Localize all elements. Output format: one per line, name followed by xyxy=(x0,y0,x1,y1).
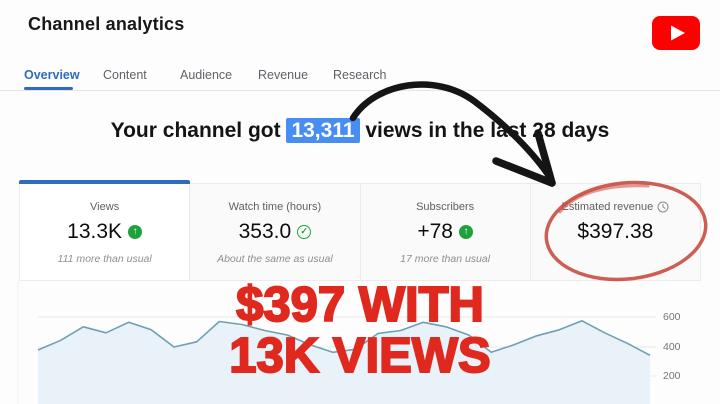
tab-bar: Overview Content Audience Revenue Resear… xyxy=(0,63,720,90)
meme-line-1: $397 WITH xyxy=(235,278,485,332)
watch-time-card-label: Watch time (hours) xyxy=(228,201,322,213)
views-chart xyxy=(17,281,656,404)
views-value: 13.3K xyxy=(67,220,123,243)
ytick-200: 200 xyxy=(663,370,681,382)
chart-area xyxy=(38,320,650,404)
ytick-400: 400 xyxy=(663,341,681,353)
active-tab-indicator xyxy=(24,87,73,90)
chart-line xyxy=(37,320,651,357)
subscribers-card-subtitle: 17 more than usual xyxy=(400,253,491,265)
estimated-revenue-value: $397.38 xyxy=(577,220,654,243)
check-circle-icon: ✓ xyxy=(297,225,312,239)
tab-overview[interactable]: Overview xyxy=(24,68,80,82)
tabs-divider xyxy=(0,90,720,91)
selected-card-indicator xyxy=(19,180,190,184)
youtube-logo[interactable] xyxy=(652,16,700,50)
headline-views-highlight: 13,311 xyxy=(286,118,360,143)
headline-suffix: views in the last 28 days xyxy=(359,119,610,142)
estimated-revenue-card[interactable]: Estimated revenue $397.38 xyxy=(529,184,700,280)
clock-icon xyxy=(657,201,669,213)
play-icon xyxy=(671,25,685,41)
subscribers-card[interactable]: Subscribers +78 ↑ 17 more than usual xyxy=(359,184,530,280)
tab-audience[interactable]: Audience xyxy=(180,68,233,82)
estimated-revenue-card-label: Estimated revenue xyxy=(561,201,654,213)
meme-overlay-text: $397 WITH 13K VIEWS xyxy=(0,278,720,383)
meme-line-2: 13K VIEWS xyxy=(228,329,491,383)
watch-time-value: 353.0 xyxy=(238,220,292,243)
subscribers-value: +78 xyxy=(417,220,453,243)
page-title: Channel analytics xyxy=(28,14,185,34)
subscribers-card-label: Subscribers xyxy=(416,201,475,213)
views-card-label: Views xyxy=(90,201,120,213)
up-arrow-icon: ↑ xyxy=(128,225,143,239)
tab-revenue[interactable]: Revenue xyxy=(258,68,309,82)
headline: Your channel got 13,311 views in the las… xyxy=(0,118,720,143)
watch-time-card-subtitle: About the same as usual xyxy=(217,253,333,265)
ytick-600: 600 xyxy=(663,311,681,323)
tab-research[interactable]: Research xyxy=(333,68,387,82)
watch-time-card[interactable]: Watch time (hours) 353.0 ✓ About the same… xyxy=(189,184,360,280)
stats-card-row: Views 13.3K ↑ 111 more than usual Watch t… xyxy=(19,183,701,281)
views-card[interactable]: Views 13.3K ↑ 111 more than usual xyxy=(20,184,190,280)
views-card-subtitle: 111 more than usual xyxy=(57,253,152,265)
headline-prefix: Your channel got xyxy=(110,119,287,142)
up-arrow-icon: ↑ xyxy=(458,225,473,239)
tab-content[interactable]: Content xyxy=(103,68,147,82)
